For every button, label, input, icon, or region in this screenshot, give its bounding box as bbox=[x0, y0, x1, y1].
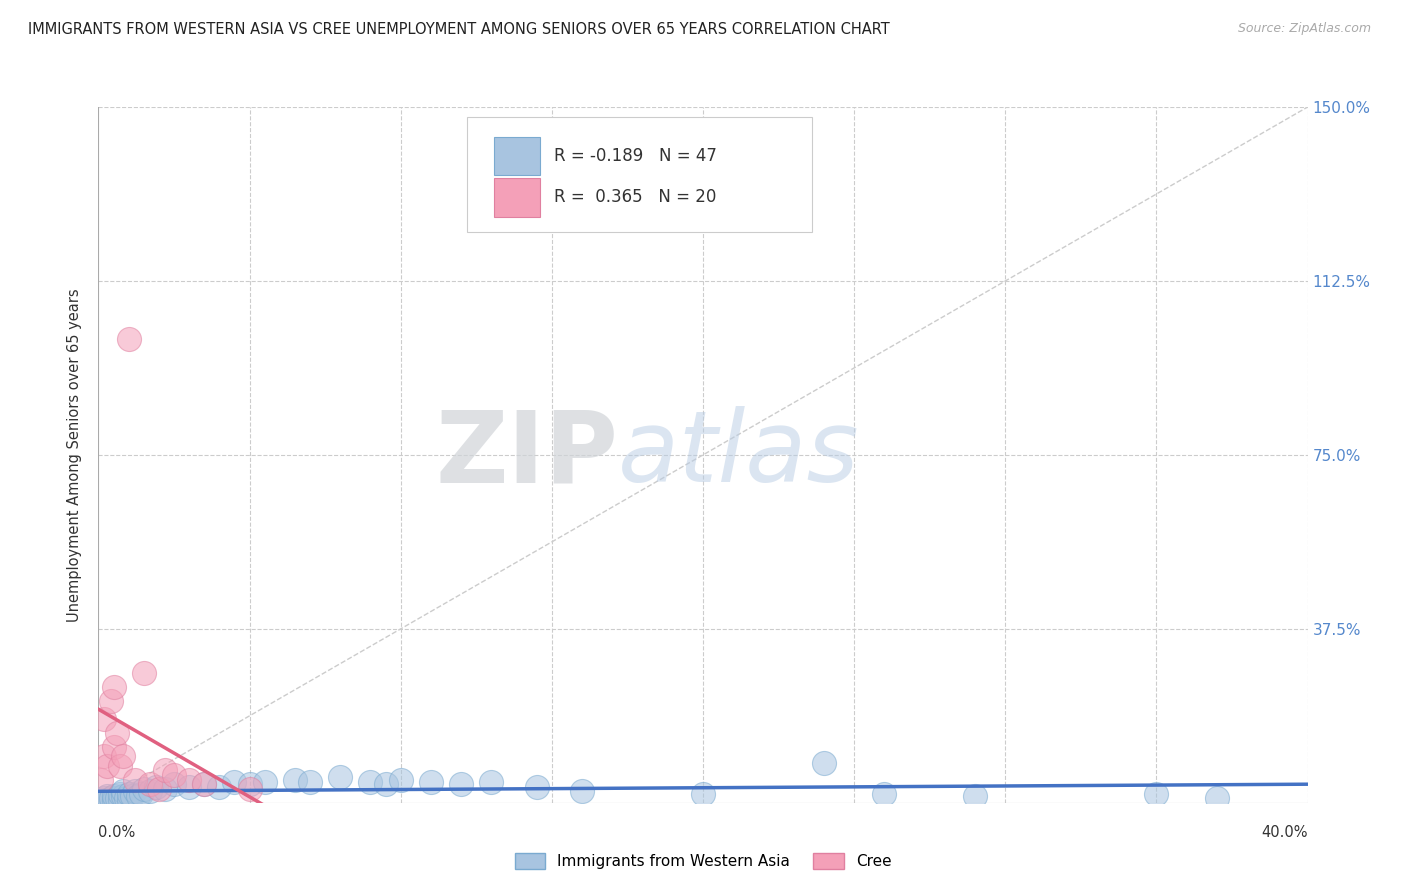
Point bbox=[965, 789, 987, 803]
Point bbox=[132, 781, 155, 796]
Point bbox=[124, 784, 146, 798]
Point bbox=[813, 756, 835, 771]
Text: R =  0.365   N = 20: R = 0.365 N = 20 bbox=[554, 188, 717, 206]
Point bbox=[253, 775, 276, 789]
Bar bbox=[494, 136, 540, 175]
Point bbox=[105, 791, 128, 805]
Point bbox=[1206, 791, 1229, 805]
Point bbox=[96, 758, 118, 772]
Point bbox=[118, 787, 141, 801]
Point bbox=[127, 789, 149, 803]
Point bbox=[103, 793, 125, 807]
Point bbox=[103, 740, 125, 755]
Point bbox=[103, 680, 125, 694]
Point bbox=[111, 749, 134, 764]
Point bbox=[121, 789, 143, 803]
Point bbox=[163, 777, 186, 791]
Point bbox=[163, 768, 186, 782]
FancyBboxPatch shape bbox=[467, 118, 811, 232]
Point bbox=[108, 793, 131, 807]
Point bbox=[179, 772, 201, 787]
Point bbox=[90, 793, 112, 807]
Point bbox=[118, 332, 141, 346]
Point bbox=[145, 780, 167, 794]
Point bbox=[239, 777, 262, 791]
Point bbox=[284, 772, 307, 787]
Point bbox=[374, 777, 396, 791]
Point bbox=[329, 770, 352, 784]
Point bbox=[111, 789, 134, 803]
Point bbox=[208, 780, 231, 794]
Text: Source: ZipAtlas.com: Source: ZipAtlas.com bbox=[1237, 22, 1371, 36]
Point bbox=[1144, 787, 1167, 801]
Point bbox=[129, 787, 152, 801]
Legend: Immigrants from Western Asia, Cree: Immigrants from Western Asia, Cree bbox=[509, 847, 897, 875]
Point bbox=[111, 784, 134, 798]
Point bbox=[103, 789, 125, 803]
Point bbox=[153, 781, 176, 796]
Point bbox=[90, 772, 112, 787]
Text: ZIP: ZIP bbox=[436, 407, 619, 503]
Point bbox=[193, 777, 215, 791]
Point bbox=[118, 793, 141, 807]
Point bbox=[93, 791, 115, 805]
Point bbox=[100, 694, 122, 708]
Point bbox=[360, 775, 382, 789]
Point bbox=[108, 758, 131, 772]
Point bbox=[100, 791, 122, 805]
Point bbox=[93, 749, 115, 764]
Point bbox=[96, 793, 118, 807]
Point bbox=[139, 784, 162, 798]
Point bbox=[179, 780, 201, 794]
Text: IMMIGRANTS FROM WESTERN ASIA VS CREE UNEMPLOYMENT AMONG SENIORS OVER 65 YEARS CO: IMMIGRANTS FROM WESTERN ASIA VS CREE UNE… bbox=[28, 22, 890, 37]
Point bbox=[105, 726, 128, 740]
Point bbox=[114, 791, 136, 805]
Point bbox=[153, 764, 176, 778]
Point bbox=[239, 781, 262, 796]
Point bbox=[299, 775, 322, 789]
Point bbox=[108, 787, 131, 801]
Point bbox=[148, 781, 170, 796]
Point bbox=[481, 775, 503, 789]
Point bbox=[193, 777, 215, 791]
Text: 0.0%: 0.0% bbox=[98, 825, 135, 840]
Point bbox=[692, 787, 714, 801]
Point bbox=[124, 772, 146, 787]
Point bbox=[96, 789, 118, 803]
Text: R = -0.189   N = 47: R = -0.189 N = 47 bbox=[554, 147, 717, 165]
Point bbox=[389, 772, 412, 787]
Bar bbox=[494, 178, 540, 217]
Y-axis label: Unemployment Among Seniors over 65 years: Unemployment Among Seniors over 65 years bbox=[67, 288, 83, 622]
Point bbox=[526, 780, 548, 794]
Point bbox=[571, 784, 593, 798]
Point bbox=[450, 777, 472, 791]
Text: atlas: atlas bbox=[619, 407, 860, 503]
Point bbox=[93, 712, 115, 726]
Point bbox=[224, 775, 246, 789]
Point bbox=[139, 777, 162, 791]
Point bbox=[132, 665, 155, 680]
Point bbox=[873, 787, 896, 801]
Point bbox=[420, 775, 443, 789]
Text: 40.0%: 40.0% bbox=[1261, 825, 1308, 840]
